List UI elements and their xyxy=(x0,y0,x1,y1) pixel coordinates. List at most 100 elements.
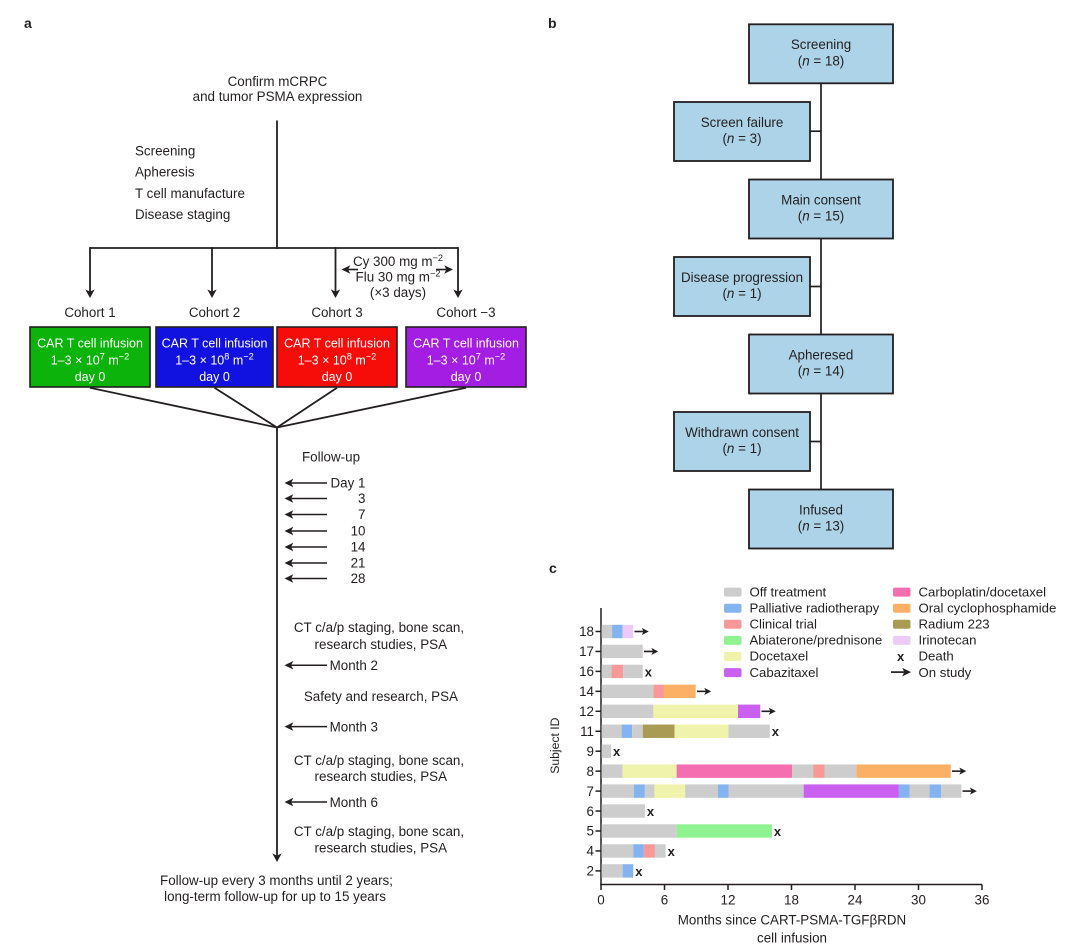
svg-text:Cohort 1: Cohort 1 xyxy=(64,305,115,320)
svg-text:x: x xyxy=(774,824,782,839)
svg-text:Irinotecan: Irinotecan xyxy=(919,633,977,648)
svg-text:9: 9 xyxy=(587,744,594,759)
svg-text:Safety and research, PSA: Safety and research, PSA xyxy=(304,689,458,704)
svg-text:8: 8 xyxy=(587,764,594,779)
svg-text:1–3 × 108 m−2: 1–3 × 108 m−2 xyxy=(175,352,254,368)
svg-text:x: x xyxy=(772,724,780,739)
svg-text:Month 2: Month 2 xyxy=(330,658,378,673)
svg-text:18: 18 xyxy=(784,893,799,908)
svg-text:On study: On study xyxy=(919,665,972,680)
svg-text:Apheresed: Apheresed xyxy=(789,347,854,362)
svg-text:36: 36 xyxy=(975,893,990,908)
svg-text:Screening: Screening xyxy=(135,144,195,159)
svg-text:24: 24 xyxy=(848,893,863,908)
svg-text:research studies, PSA: research studies, PSA xyxy=(315,637,448,652)
svg-text:Flu 30 mg m−2: Flu 30 mg m−2 xyxy=(356,269,441,285)
svg-text:day 0: day 0 xyxy=(199,370,230,384)
svg-text:day 0: day 0 xyxy=(322,370,353,384)
svg-text:18: 18 xyxy=(579,624,594,639)
svg-text:12: 12 xyxy=(721,893,736,908)
svg-text:30: 30 xyxy=(911,893,926,908)
svg-text:21: 21 xyxy=(351,556,366,571)
svg-text:Cabazitaxel: Cabazitaxel xyxy=(750,665,819,680)
svg-text:10: 10 xyxy=(351,524,366,539)
svg-text:CAR T cell infusion: CAR T cell infusion xyxy=(413,337,519,351)
svg-text:5: 5 xyxy=(587,824,594,839)
svg-text:x: x xyxy=(647,804,655,819)
svg-text:x: x xyxy=(613,744,621,759)
svg-text:research studies, PSA: research studies, PSA xyxy=(315,840,448,855)
svg-text:day 0: day 0 xyxy=(75,370,106,384)
svg-text:Month 6: Month 6 xyxy=(330,795,378,810)
svg-text:Apheresis: Apheresis xyxy=(135,165,195,180)
svg-text:CAR T cell infusion: CAR T cell infusion xyxy=(284,337,390,351)
svg-text:14: 14 xyxy=(579,684,594,699)
svg-text:2: 2 xyxy=(587,864,594,879)
svg-text:Subject ID: Subject ID xyxy=(548,717,562,773)
svg-text:12: 12 xyxy=(579,704,594,719)
svg-text:Clinical trial: Clinical trial xyxy=(750,617,817,632)
svg-text:1–3 × 108 m−2: 1–3 × 108 m−2 xyxy=(298,352,377,368)
svg-text:CT c/a/p staging, bone scan,: CT c/a/p staging, bone scan, xyxy=(294,753,464,768)
svg-text:Months since CART-PSMA-TGFβRDN: Months since CART-PSMA-TGFβRDN xyxy=(678,913,906,928)
svg-text:6: 6 xyxy=(587,804,594,819)
svg-text:x: x xyxy=(668,844,676,859)
svg-text:(×3 days): (×3 days) xyxy=(370,285,426,300)
svg-text:CAR T cell infusion: CAR T cell infusion xyxy=(37,337,143,351)
svg-text:(n = 1): (n = 1) xyxy=(722,441,761,456)
svg-text:day 0: day 0 xyxy=(451,370,482,384)
svg-text:Oral cyclophosphamide: Oral cyclophosphamide xyxy=(919,600,1057,615)
svg-text:14: 14 xyxy=(351,540,366,555)
svg-text:Death: Death xyxy=(919,649,954,664)
svg-text:Palliative radiotherapy: Palliative radiotherapy xyxy=(750,600,880,615)
svg-text:x: x xyxy=(645,664,653,679)
svg-text:6: 6 xyxy=(661,893,668,908)
svg-text:x: x xyxy=(897,649,905,664)
svg-text:Screening: Screening xyxy=(791,37,851,52)
svg-text:CT c/a/p staging, bone scan,: CT c/a/p staging, bone scan, xyxy=(294,620,464,635)
svg-text:17: 17 xyxy=(579,644,594,659)
svg-text:Screen failure: Screen failure xyxy=(701,115,784,130)
svg-text:(n = 1): (n = 1) xyxy=(722,286,761,301)
svg-text:7: 7 xyxy=(587,784,594,799)
svg-text:1–3 × 107 m−2: 1–3 × 107 m−2 xyxy=(51,352,130,368)
svg-text:x: x xyxy=(635,864,643,879)
svg-text:0: 0 xyxy=(597,893,604,908)
svg-text:Disease progression: Disease progression xyxy=(681,270,803,285)
svg-text:Withdrawn consent: Withdrawn consent xyxy=(685,425,799,440)
svg-text:3: 3 xyxy=(358,491,365,506)
svg-text:T cell manufacture: T cell manufacture xyxy=(135,186,245,201)
svg-text:Abiaterone/prednisone: Abiaterone/prednisone xyxy=(750,633,883,648)
svg-text:long-term follow-up for up to: long-term follow-up for up to 15 years xyxy=(164,889,386,904)
svg-text:7: 7 xyxy=(358,507,365,522)
svg-text:CT c/a/p staging, bone scan,: CT c/a/p staging, bone scan, xyxy=(294,824,464,839)
svg-text:Cohort 3: Cohort 3 xyxy=(311,305,362,320)
svg-text:(n = 13): (n = 13) xyxy=(798,519,845,534)
svg-text:Disease staging: Disease staging xyxy=(135,207,230,222)
svg-text:a: a xyxy=(24,15,32,31)
svg-text:c: c xyxy=(549,560,557,576)
svg-text:Month 3: Month 3 xyxy=(330,719,378,734)
svg-text:Radium 223: Radium 223 xyxy=(919,617,990,632)
svg-text:CAR T cell infusion: CAR T cell infusion xyxy=(162,337,268,351)
svg-text:4: 4 xyxy=(587,844,595,859)
svg-text:Day 1: Day 1 xyxy=(331,476,366,491)
svg-text:Confirm mCRPC: Confirm mCRPC xyxy=(228,74,328,89)
svg-text:b: b xyxy=(548,15,557,31)
svg-text:(n = 3): (n = 3) xyxy=(722,131,761,146)
svg-text:cell infusion: cell infusion xyxy=(757,931,827,946)
svg-text:Infused: Infused xyxy=(799,502,843,517)
svg-text:Main consent: Main consent xyxy=(781,192,861,207)
svg-text:Follow-up every 3 months until: Follow-up every 3 months until 2 years; xyxy=(160,873,393,888)
svg-text:(n = 18): (n = 18) xyxy=(798,53,845,68)
svg-text:Cy 300 mg m−2: Cy 300 mg m−2 xyxy=(353,253,443,269)
svg-text:research studies, PSA: research studies, PSA xyxy=(315,769,448,784)
svg-text:1–3 × 107 m−2: 1–3 × 107 m−2 xyxy=(427,352,506,368)
svg-text:Cohort −3: Cohort −3 xyxy=(436,305,495,320)
svg-text:Carboplatin/docetaxel: Carboplatin/docetaxel xyxy=(919,584,1047,599)
svg-text:Cohort 2: Cohort 2 xyxy=(189,305,240,320)
svg-text:Follow-up: Follow-up xyxy=(302,450,360,465)
svg-text:Off treatment: Off treatment xyxy=(750,584,827,599)
svg-text:Docetaxel: Docetaxel xyxy=(750,649,809,664)
svg-text:and tumor PSMA expression: and tumor PSMA expression xyxy=(193,89,363,104)
